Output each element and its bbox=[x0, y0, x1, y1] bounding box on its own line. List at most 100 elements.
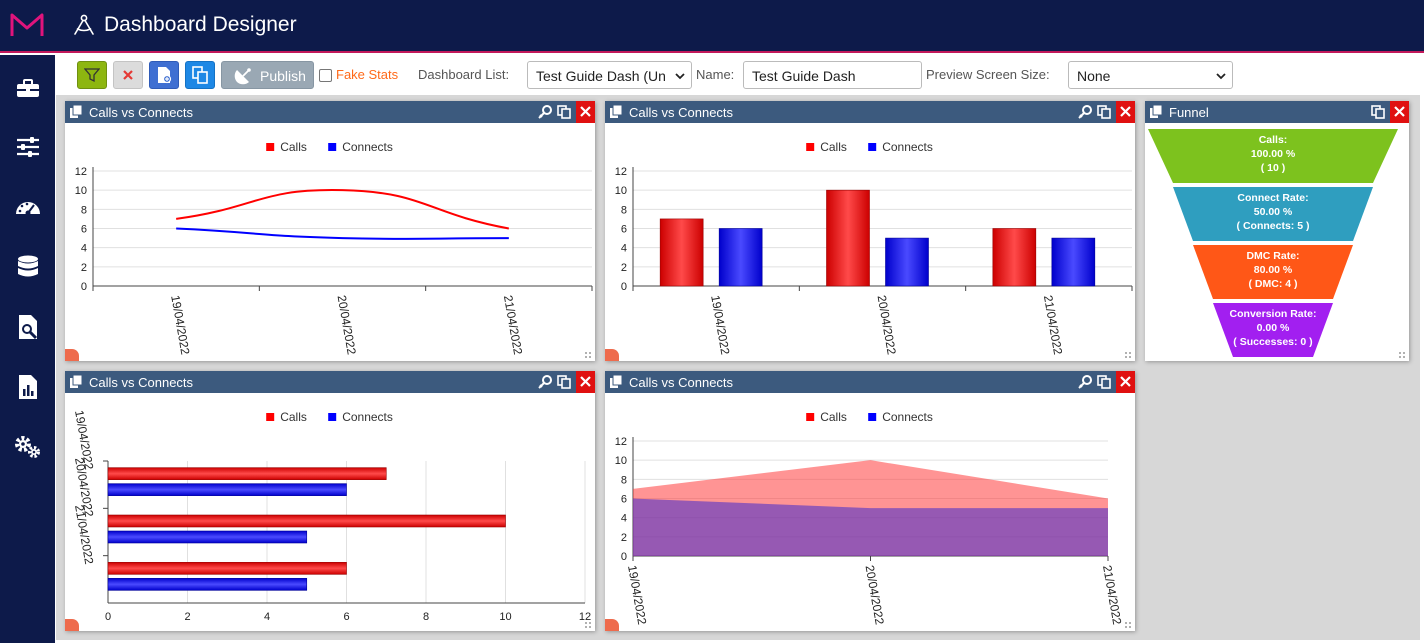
duplicate-icon[interactable] bbox=[1370, 104, 1386, 120]
filter-button[interactable] bbox=[77, 61, 107, 89]
x-tick-label: 21/04/2022 bbox=[1100, 564, 1124, 626]
bar-calls bbox=[826, 189, 870, 287]
legend-label: Connects bbox=[342, 410, 393, 424]
widget-area-chart[interactable]: Calls vs Connects Calls Connects 0 2 4 6 8 10 12… bbox=[605, 371, 1135, 631]
bar-chart: Calls Connects 0 2 4 6 8 10 12 19/04/2022 20/04/20… bbox=[615, 140, 1133, 356]
legend-swatch bbox=[868, 413, 877, 421]
duplicate-icon[interactable] bbox=[1096, 374, 1112, 390]
funnel-label: Conversion Rate: bbox=[1230, 308, 1317, 320]
database-icon[interactable] bbox=[12, 251, 44, 283]
close-icon bbox=[1394, 106, 1405, 117]
duplicate-icon[interactable] bbox=[1096, 104, 1112, 120]
widget-title: Calls vs Connects bbox=[629, 105, 734, 120]
widget-header[interactable]: Funnel bbox=[1145, 101, 1409, 123]
resize-grip-icon[interactable] bbox=[1398, 351, 1406, 359]
settings-key-icon[interactable] bbox=[1077, 104, 1093, 120]
widget-icon bbox=[610, 105, 623, 118]
name-input[interactable]: Test Guide Dash bbox=[743, 61, 922, 89]
x-tick-label: 0 bbox=[105, 611, 111, 623]
close-widget-button[interactable] bbox=[1390, 101, 1409, 123]
bar-connects bbox=[1051, 237, 1096, 287]
close-widget-button[interactable] bbox=[1116, 101, 1135, 123]
resize-grip-icon[interactable] bbox=[1124, 621, 1132, 629]
funnel-stage bbox=[1148, 129, 1398, 183]
x-tick-label: 21/04/2022 bbox=[501, 294, 525, 356]
funnel-label: ( Successes: 0 ) bbox=[1233, 336, 1312, 348]
resize-grip-icon[interactable] bbox=[584, 621, 592, 629]
funnel-label: 100.00 % bbox=[1251, 148, 1296, 160]
chevron-down-icon bbox=[1216, 73, 1226, 80]
widget-corner-handle[interactable] bbox=[605, 619, 619, 631]
close-widget-button[interactable] bbox=[1116, 371, 1135, 393]
preview-size-select[interactable]: None bbox=[1068, 61, 1233, 89]
copy-dashboard-button[interactable] bbox=[185, 61, 215, 89]
close-icon bbox=[580, 106, 591, 117]
x-tick-label: 20/04/2022 bbox=[875, 294, 899, 356]
compass-icon bbox=[74, 14, 94, 35]
widget-line-chart[interactable]: Calls vs Connects Calls Connects 0 2 4 6 8 10 12… bbox=[65, 101, 595, 361]
y-tick-label: 12 bbox=[615, 166, 627, 178]
clear-button[interactable] bbox=[113, 61, 143, 89]
bar-connects bbox=[718, 228, 763, 287]
resize-grip-icon[interactable] bbox=[584, 351, 592, 359]
x-tick-label: 19/04/2022 bbox=[708, 294, 732, 356]
toolbox-icon[interactable] bbox=[12, 72, 44, 104]
x-tick-label: 8 bbox=[423, 611, 429, 623]
funnel-stage bbox=[1193, 245, 1353, 299]
settings-key-icon[interactable] bbox=[537, 374, 553, 390]
close-widget-button[interactable] bbox=[576, 371, 595, 393]
x-tick-label: 21/04/2022 bbox=[1041, 294, 1065, 356]
legend-label: Connects bbox=[882, 410, 933, 424]
widget-header[interactable]: Calls vs Connects bbox=[605, 371, 1135, 393]
bar-calls bbox=[992, 228, 1037, 287]
widget-title: Funnel bbox=[1169, 105, 1209, 120]
y-tick-label: 0 bbox=[621, 281, 627, 293]
new-dashboard-button[interactable] bbox=[149, 61, 179, 89]
legend-label: Calls bbox=[820, 410, 847, 424]
widget-icon bbox=[70, 375, 83, 388]
close-icon bbox=[123, 70, 133, 80]
y-tick-label: 4 bbox=[621, 513, 627, 525]
y-tick-label: 2 bbox=[81, 262, 87, 274]
settings-key-icon[interactable] bbox=[1077, 374, 1093, 390]
widget-horizontal-bar-chart[interactable]: Calls vs Connects Calls Connects 0 2 4 6 8 10 12… bbox=[65, 371, 595, 631]
widget-funnel[interactable]: Funnel Calls: 100.00 % ( 10 ) Connect Rate:… bbox=[1145, 101, 1409, 361]
y-tick-label: 6 bbox=[621, 224, 627, 236]
y-tick-label: 12 bbox=[615, 436, 627, 448]
x-tick-label: 19/04/2022 bbox=[625, 564, 649, 626]
settings-key-icon[interactable] bbox=[537, 104, 553, 120]
close-icon bbox=[580, 376, 591, 387]
app-logo[interactable] bbox=[10, 10, 44, 40]
dashboard-list-select[interactable]: Test Guide Dash (Un bbox=[527, 61, 692, 89]
funnel-label: Connect Rate: bbox=[1237, 192, 1308, 204]
widget-corner-handle[interactable] bbox=[65, 349, 79, 361]
duplicate-icon[interactable] bbox=[556, 104, 572, 120]
preview-size-value: None bbox=[1077, 68, 1111, 84]
y-tick-label: 0 bbox=[81, 281, 87, 293]
fake-stats-label: Fake Stats bbox=[336, 67, 399, 82]
widget-bar-chart[interactable]: Calls vs Connects Calls Connects 0 2 4 6 8 10 12… bbox=[605, 101, 1135, 361]
fake-stats-checkbox[interactable] bbox=[319, 69, 332, 82]
report-chart-icon[interactable] bbox=[12, 371, 44, 403]
duplicate-icon[interactable] bbox=[556, 374, 572, 390]
funnel-label: ( Connects: 5 ) bbox=[1237, 220, 1310, 232]
close-widget-button[interactable] bbox=[576, 101, 595, 123]
widget-corner-handle[interactable] bbox=[65, 619, 79, 631]
widget-header[interactable]: Calls vs Connects bbox=[65, 101, 595, 123]
widget-corner-handle[interactable] bbox=[605, 349, 619, 361]
report-search-icon[interactable] bbox=[12, 311, 44, 343]
widget-header[interactable]: Calls vs Connects bbox=[605, 101, 1135, 123]
funnel-label: 80.00 % bbox=[1254, 264, 1293, 276]
funnel-chart: Calls: 100.00 % ( 10 ) Connect Rate: 50.00 %… bbox=[1148, 129, 1398, 357]
settings-icon[interactable] bbox=[12, 431, 44, 463]
sliders-icon[interactable] bbox=[12, 131, 44, 163]
widget-header[interactable]: Calls vs Connects bbox=[65, 371, 595, 393]
resize-grip-icon[interactable] bbox=[1124, 351, 1132, 359]
chevron-down-icon bbox=[675, 73, 685, 80]
publish-button[interactable]: Publish bbox=[221, 61, 314, 89]
close-icon bbox=[1120, 106, 1131, 117]
widget-icon bbox=[1150, 105, 1163, 118]
legend-swatch bbox=[266, 413, 275, 421]
speedometer-icon[interactable] bbox=[12, 191, 44, 223]
